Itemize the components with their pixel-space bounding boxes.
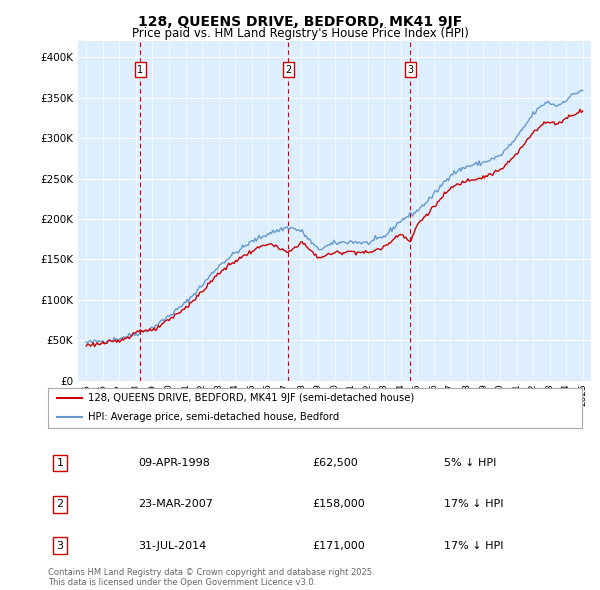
Text: 1: 1	[137, 64, 143, 74]
Text: £171,000: £171,000	[312, 541, 365, 550]
Text: Price paid vs. HM Land Registry's House Price Index (HPI): Price paid vs. HM Land Registry's House …	[131, 27, 469, 40]
Text: 23-MAR-2007: 23-MAR-2007	[138, 500, 213, 509]
Text: 17% ↓ HPI: 17% ↓ HPI	[444, 541, 503, 550]
Text: 5% ↓ HPI: 5% ↓ HPI	[444, 458, 496, 468]
Text: 128, QUEENS DRIVE, BEDFORD, MK41 9JF (semi-detached house): 128, QUEENS DRIVE, BEDFORD, MK41 9JF (se…	[88, 394, 415, 404]
Text: £62,500: £62,500	[312, 458, 358, 468]
Text: 31-JUL-2014: 31-JUL-2014	[138, 541, 206, 550]
Text: 17% ↓ HPI: 17% ↓ HPI	[444, 500, 503, 509]
Text: 2: 2	[56, 500, 64, 509]
Text: 128, QUEENS DRIVE, BEDFORD, MK41 9JF: 128, QUEENS DRIVE, BEDFORD, MK41 9JF	[138, 15, 462, 29]
Text: 09-APR-1998: 09-APR-1998	[138, 458, 210, 468]
Text: £158,000: £158,000	[312, 500, 365, 509]
Text: Contains HM Land Registry data © Crown copyright and database right 2025.
This d: Contains HM Land Registry data © Crown c…	[48, 568, 374, 587]
Text: 1: 1	[56, 458, 64, 468]
Text: 3: 3	[56, 541, 64, 550]
Text: 3: 3	[407, 64, 413, 74]
Text: 2: 2	[286, 64, 292, 74]
Text: HPI: Average price, semi-detached house, Bedford: HPI: Average price, semi-detached house,…	[88, 412, 340, 422]
